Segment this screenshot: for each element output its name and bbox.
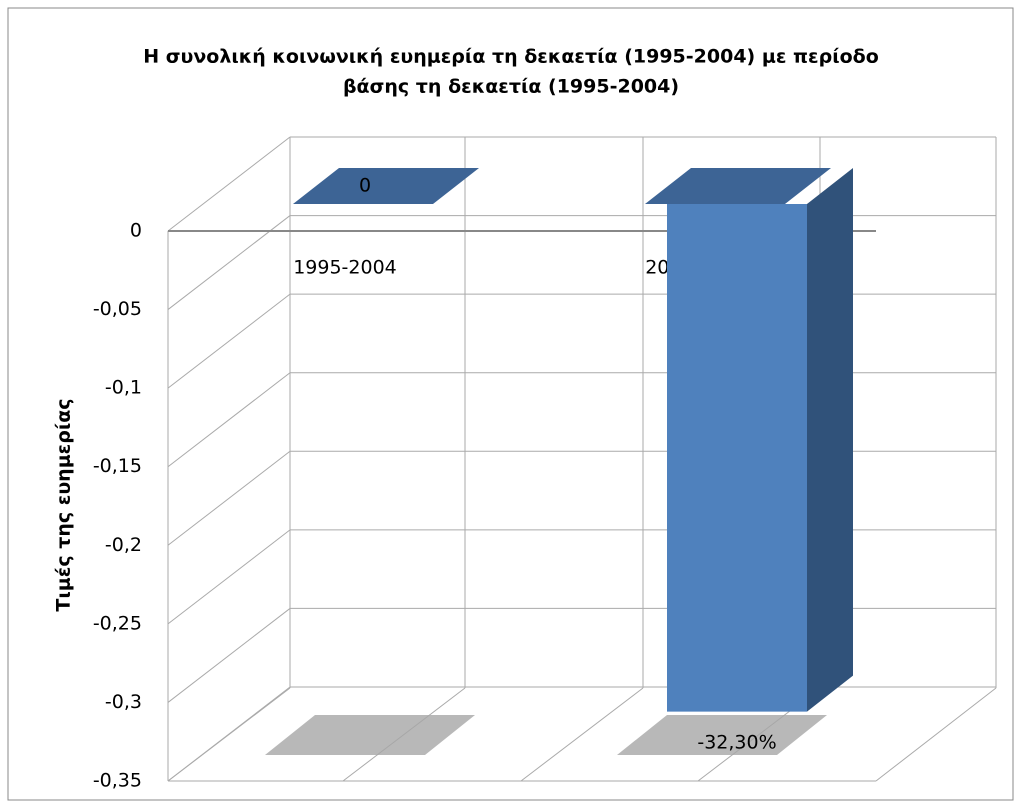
y-tick-label: -0,15 — [93, 455, 142, 477]
y-tick-label: -0,05 — [93, 298, 142, 320]
y-tick-label: -0,1 — [105, 377, 142, 399]
y-tick-label: -0,3 — [105, 691, 142, 713]
chart-title: Η συνολική κοινωνική ευημερία τη δεκαετί… — [143, 46, 879, 68]
y-tick-label: 0 — [130, 220, 142, 242]
grid-line — [167, 450, 291, 546]
bar — [293, 168, 479, 204]
bar-side — [807, 168, 853, 712]
bar-shadow — [617, 715, 827, 755]
bar — [645, 168, 853, 712]
y-axis-label: Τιμές της ευημερίας — [53, 398, 75, 611]
grid-line — [167, 293, 291, 389]
grid-line — [167, 686, 291, 782]
chart-title: βάσης τη δεκαετία (1995-2004) — [343, 76, 679, 98]
bar-shadow — [265, 715, 475, 755]
x-tick-label: 1995-2004 — [293, 257, 397, 279]
y-tick-label: -0,2 — [105, 534, 142, 556]
y-tick-label: -0,35 — [93, 770, 142, 792]
y-tick-label: -0,25 — [93, 612, 142, 634]
bar-top — [645, 168, 831, 204]
grid-line — [167, 372, 291, 468]
grid-line — [167, 136, 291, 232]
data-label: -32,30% — [697, 732, 776, 754]
bar-top — [293, 168, 479, 204]
grid-line — [167, 608, 291, 703]
grid-line — [167, 529, 291, 625]
data-label: 0 — [359, 175, 371, 197]
chart-frame — [7, 7, 1014, 801]
bar-front — [667, 204, 807, 712]
